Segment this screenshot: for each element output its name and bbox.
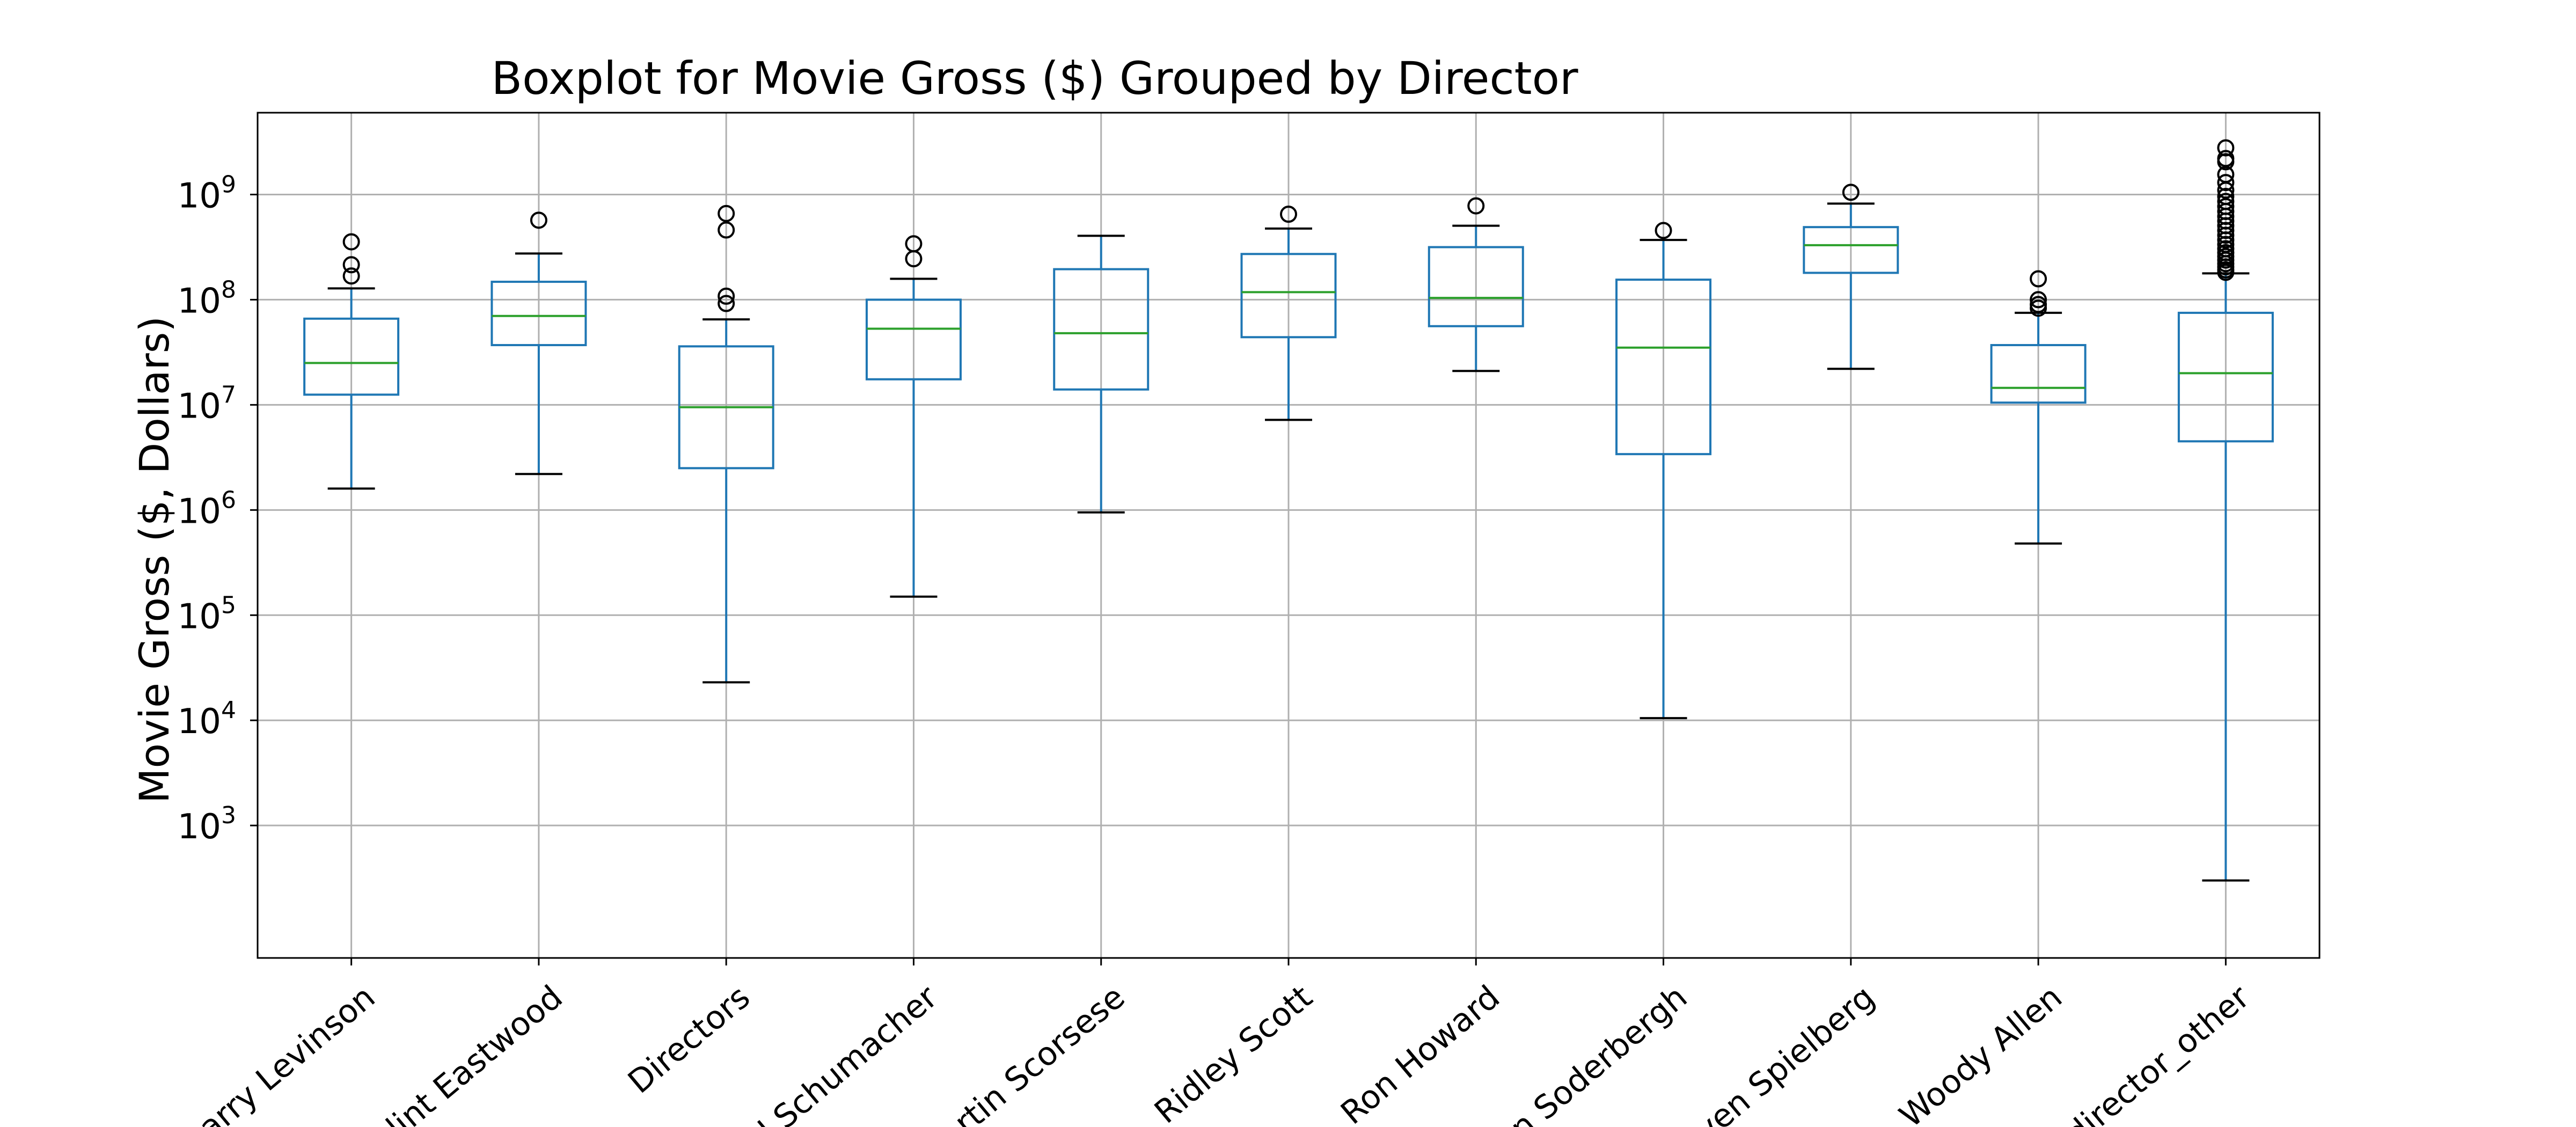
box-group <box>491 211 587 475</box>
box <box>1803 226 1899 274</box>
box <box>1615 279 1712 456</box>
y-tick-label: 103 <box>178 802 236 847</box>
y-tick-base: 10 <box>178 386 221 426</box>
outlier-point <box>718 287 735 305</box>
outlier-point <box>1842 184 1860 201</box>
box <box>303 317 400 396</box>
y-tick-exponent: 4 <box>221 697 236 724</box>
y-tick-label: 106 <box>178 486 236 531</box>
outlier-point <box>2217 197 2235 215</box>
outlier-point <box>718 204 735 222</box>
y-tick-exponent: 3 <box>221 802 236 829</box>
y-tick-base: 10 <box>178 176 221 216</box>
box-group <box>1428 197 1524 372</box>
box-group <box>1990 270 2087 545</box>
box-group <box>1053 235 1150 514</box>
y-tick-exponent: 7 <box>221 381 236 408</box>
outlier-point <box>2217 174 2235 192</box>
outlier-point <box>2217 193 2235 210</box>
y-tick-label: 104 <box>178 697 236 742</box>
y-tick-base: 10 <box>178 597 221 636</box>
box-group <box>1615 222 1712 720</box>
box-group <box>678 204 774 684</box>
outlier-point <box>2217 150 2235 167</box>
outlier-point <box>2030 270 2047 288</box>
box-group <box>1240 206 1337 421</box>
y-tick-base: 10 <box>178 492 221 531</box>
box <box>1990 344 2087 404</box>
box-group <box>303 233 400 490</box>
y-tick-exponent: 5 <box>221 591 236 619</box>
y-axis-label: Movie Gross ($, Dollars) <box>130 316 178 803</box>
y-tick-label: 108 <box>178 276 236 321</box>
outlier-point <box>905 235 923 253</box>
outlier-point <box>718 295 735 312</box>
y-tick-base: 10 <box>178 281 221 321</box>
box <box>1053 268 1150 391</box>
box-group <box>2177 139 2274 882</box>
y-tick-base: 10 <box>178 807 221 847</box>
outlier-point <box>2030 296 2047 313</box>
outlier-point <box>342 233 360 251</box>
box-group <box>1803 184 1899 370</box>
y-tick-exponent: 6 <box>221 486 236 514</box>
box <box>1240 253 1337 339</box>
y-tick-exponent: 9 <box>221 171 236 198</box>
outlier-point <box>2217 139 2235 157</box>
box <box>2177 311 2274 443</box>
outlier-point <box>342 267 360 285</box>
y-tick-exponent: 8 <box>221 276 236 303</box>
outlier-point <box>1467 197 1485 215</box>
y-tick-base: 10 <box>178 702 221 742</box>
chart-title: Boxplot for Movie Gross ($) Grouped by D… <box>491 52 1578 105</box>
y-tick-label: 105 <box>178 591 236 636</box>
outlier-point <box>718 221 735 239</box>
outlier-point <box>2030 291 2047 309</box>
outlier-point <box>1280 206 1297 223</box>
outlier-point <box>530 211 547 229</box>
plot-layer <box>303 139 2274 882</box>
box <box>1428 246 1524 327</box>
outlier-point <box>1655 222 1672 239</box>
box <box>865 298 962 380</box>
box <box>491 281 587 347</box>
y-tick-label: 107 <box>178 381 236 426</box>
y-tick-label: 109 <box>178 171 236 216</box>
box-group <box>865 235 962 598</box>
outlier-point <box>342 256 360 274</box>
outlier-point <box>2217 240 2235 258</box>
outlier-point <box>2217 187 2235 205</box>
